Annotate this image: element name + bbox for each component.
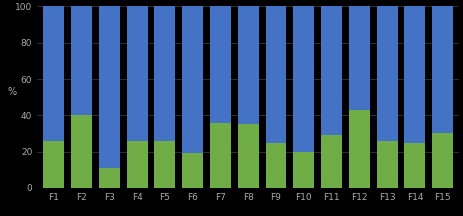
Bar — [265, 143, 286, 188]
Bar — [432, 6, 452, 133]
Bar — [320, 135, 341, 188]
Bar — [210, 6, 231, 123]
Bar — [348, 6, 369, 110]
Bar — [71, 6, 92, 115]
Bar — [182, 153, 203, 188]
Bar — [376, 141, 397, 188]
Bar — [404, 6, 425, 143]
Bar — [43, 6, 64, 141]
Bar — [348, 110, 369, 188]
Bar — [320, 6, 341, 135]
Bar — [71, 115, 92, 188]
Bar — [43, 141, 64, 188]
Bar — [99, 168, 119, 188]
Bar — [126, 141, 147, 188]
Bar — [265, 6, 286, 143]
Bar — [210, 123, 231, 188]
Bar — [238, 6, 258, 124]
Bar — [293, 152, 313, 188]
Bar — [293, 6, 313, 152]
Y-axis label: %: % — [8, 87, 17, 97]
Bar — [376, 6, 397, 141]
Bar — [404, 143, 425, 188]
Bar — [154, 6, 175, 141]
Bar — [432, 133, 452, 188]
Bar — [154, 141, 175, 188]
Bar — [238, 124, 258, 188]
Bar — [126, 6, 147, 141]
Bar — [99, 6, 119, 168]
Bar — [182, 6, 203, 153]
